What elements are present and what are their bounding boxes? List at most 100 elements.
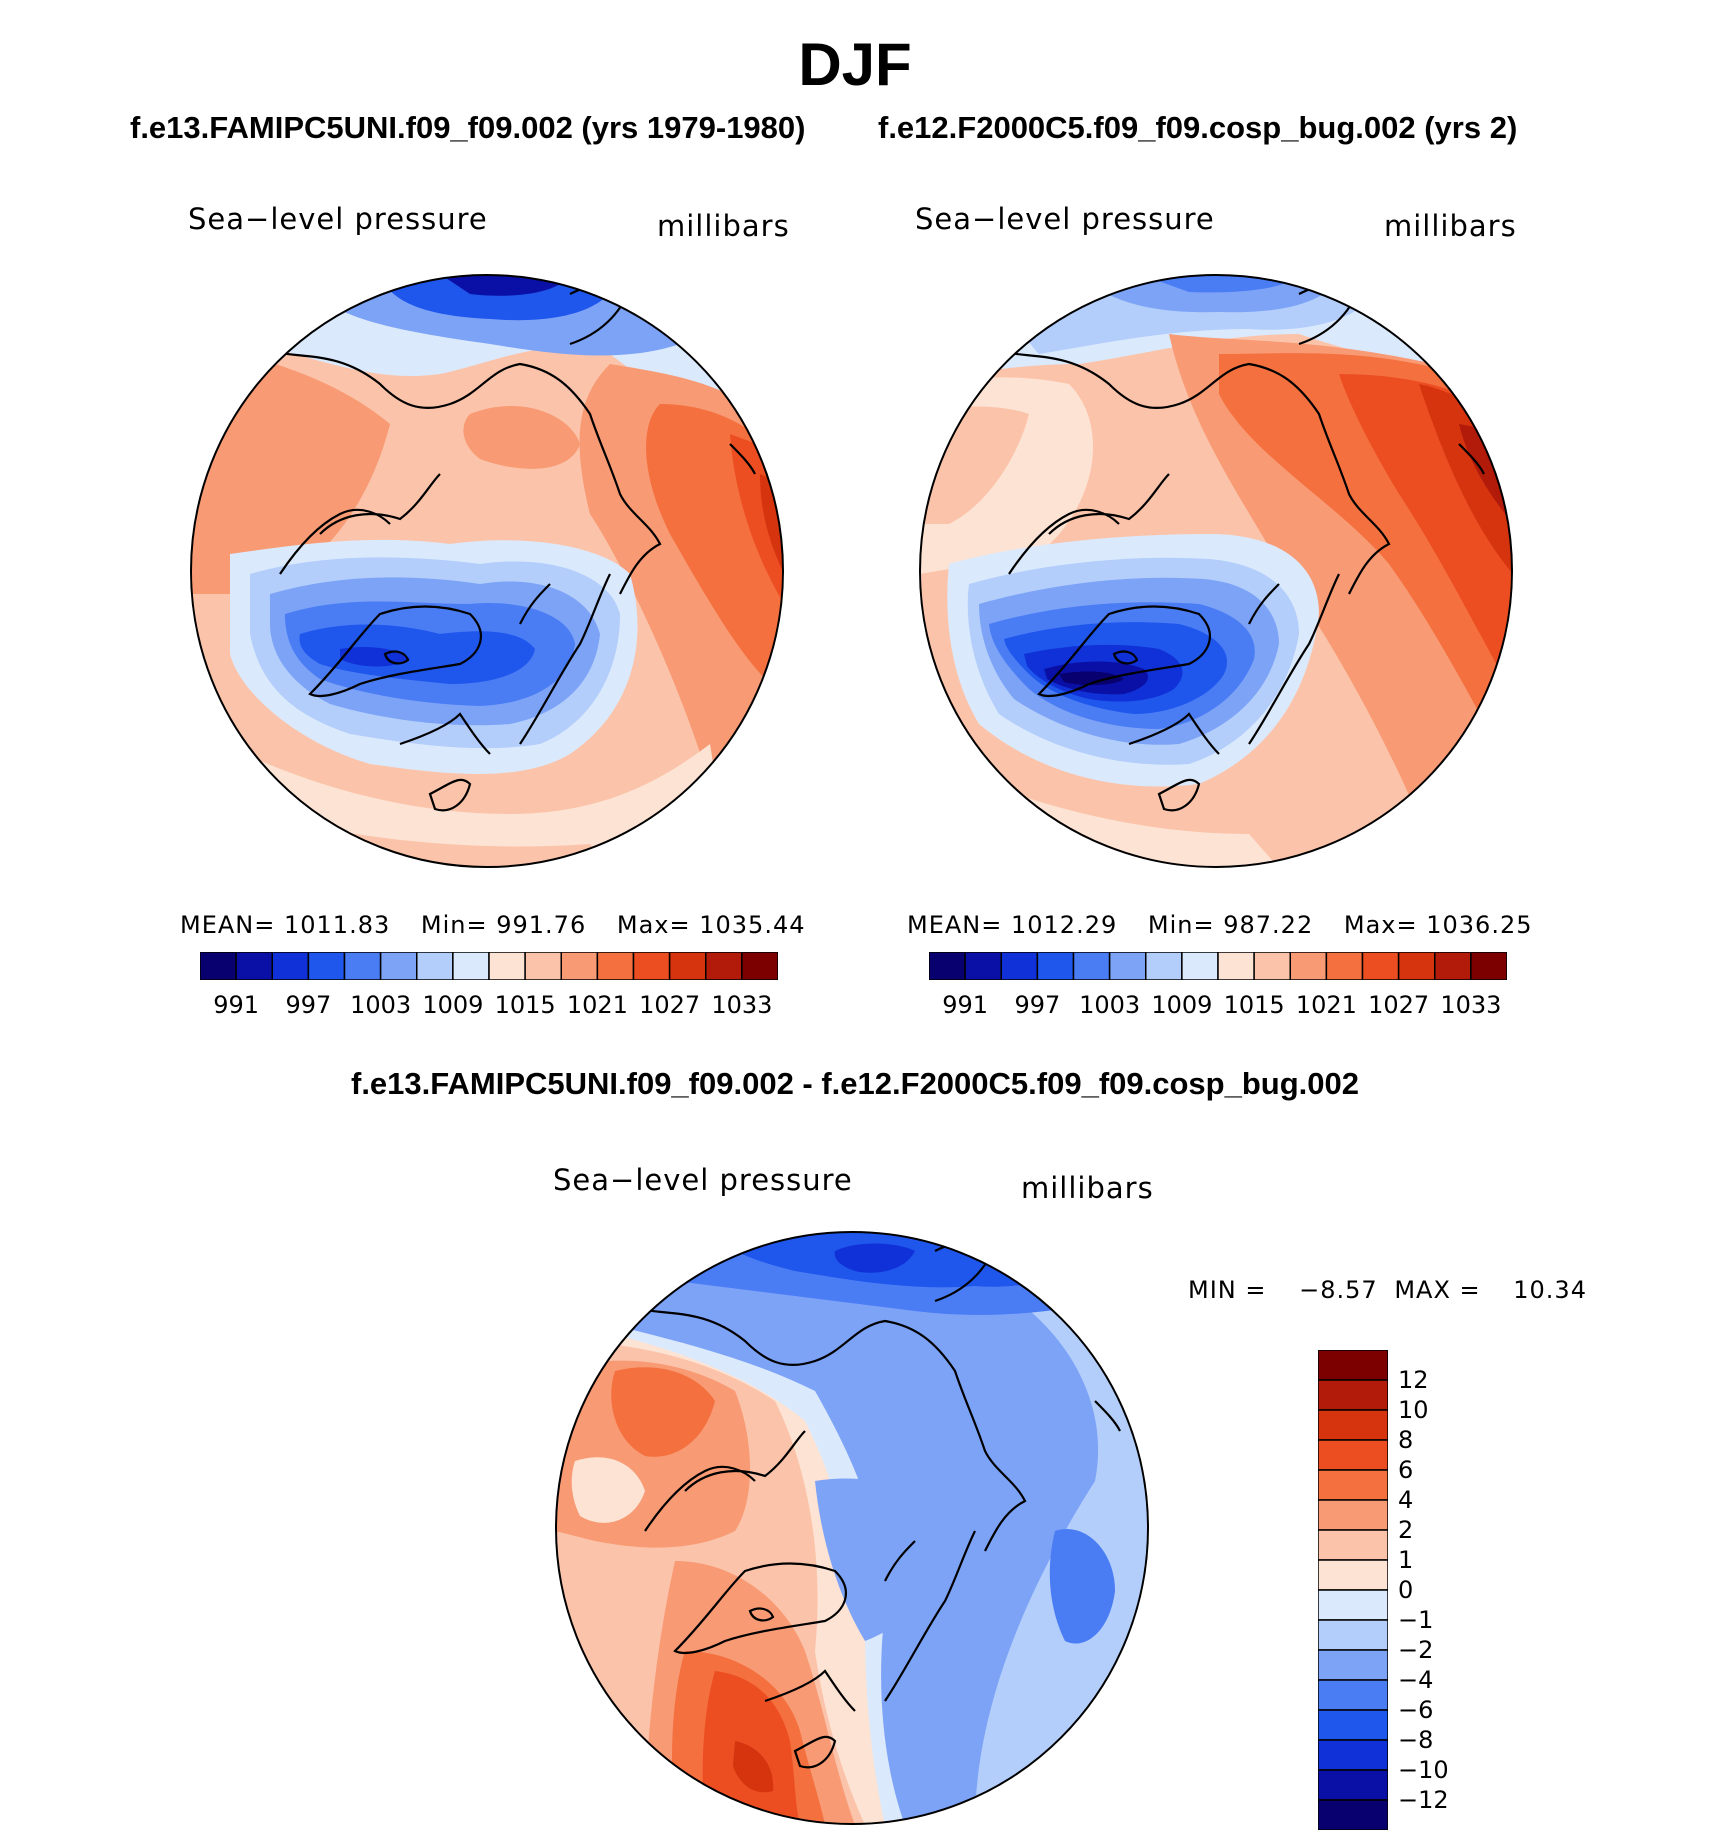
colorbar-ticks-left: 991 997 1003 1009 1015 1021 1027 1033 xyxy=(200,991,778,1021)
map-border xyxy=(555,1231,1149,1825)
coastline xyxy=(884,1530,976,1702)
colorbar-tick-label: −10 xyxy=(1398,1756,1449,1784)
coastline xyxy=(673,1562,847,1655)
colorbar-tick-label: 0 xyxy=(1398,1576,1414,1604)
colorbar-swatch xyxy=(1318,1409,1388,1441)
colorbar-swatch xyxy=(1318,1439,1388,1471)
map-fill xyxy=(1059,671,1124,686)
map-border xyxy=(919,274,1513,868)
colorbar-swatch xyxy=(1181,952,1219,980)
colorbar-tick-label: 6 xyxy=(1398,1456,1414,1484)
colorbar-ticks-right: 991 997 1003 1009 1015 1021 1027 1033 xyxy=(929,991,1507,1021)
coastline xyxy=(399,712,491,755)
coastline xyxy=(428,778,472,812)
colorbar-tick-label: 1009 xyxy=(1151,991,1213,1019)
coastline xyxy=(748,1607,775,1622)
colorbar-swatch xyxy=(1217,952,1255,980)
colorbar-swatch xyxy=(1318,1769,1388,1801)
coastline xyxy=(729,443,756,475)
colorbar-tick-label: −4 xyxy=(1398,1666,1434,1694)
colorbar-tick-label: 10 xyxy=(1398,1396,1429,1424)
colorbar-swatch xyxy=(1318,1379,1388,1411)
slp-diff-map xyxy=(555,1231,1149,1825)
colorbar-tick-label: 1021 xyxy=(566,991,628,1019)
coastline xyxy=(1094,1400,1121,1432)
coastline xyxy=(519,573,611,745)
colorbar-tick-label: 1 xyxy=(1398,1546,1414,1574)
coastline xyxy=(884,1540,916,1582)
colorbar-swatch xyxy=(1318,1619,1388,1651)
colorbar-tick-label: 1021 xyxy=(1295,991,1357,1019)
mean-value: 1011.83 xyxy=(284,911,391,939)
colorbar-swatch xyxy=(524,952,562,980)
map-fill xyxy=(834,1243,915,1273)
colorbar-swatch xyxy=(1000,952,1039,980)
coastline xyxy=(978,343,1391,595)
colorbar-swatch xyxy=(1318,1499,1388,1531)
diff-stats: MIN = −8.57 MAX = 10.34 xyxy=(1188,1276,1587,1304)
colorbar-tick-label: 1015 xyxy=(1223,991,1285,1019)
colorbar-swatch xyxy=(741,952,778,980)
max-label: Max= xyxy=(1343,911,1418,939)
colorbar-swatch xyxy=(307,952,346,980)
colorbar-swatch xyxy=(200,952,237,980)
min-value: 991.76 xyxy=(496,911,587,939)
coastline xyxy=(684,1430,806,1492)
coastline xyxy=(1458,443,1485,475)
colorbar-swatch xyxy=(379,952,418,980)
min-label: Min= xyxy=(1147,911,1215,939)
map-fill xyxy=(1049,1529,1115,1644)
stats-line-right: MEAN= 1012.29 Min= 987.22 Max= 1036.25 xyxy=(907,911,1532,939)
colorbar-tick-label: 1009 xyxy=(422,991,484,1019)
diff-max-value: 10.34 xyxy=(1513,1276,1587,1304)
max-value: 1036.25 xyxy=(1426,911,1533,939)
colorbar-tick-label: 1015 xyxy=(494,991,556,1019)
colorbar-tick-label: 991 xyxy=(942,991,989,1019)
colorbar-swatch xyxy=(1072,952,1111,980)
colorbar-tick-label: 1033 xyxy=(1440,991,1502,1019)
slp-map-case2 xyxy=(919,274,1513,868)
colorbar-tick-label: 4 xyxy=(1398,1486,1414,1514)
colorbar-tick-label: 1003 xyxy=(1079,991,1141,1019)
coastline xyxy=(764,1669,856,1712)
colorbar-swatch xyxy=(1318,1679,1388,1711)
coastline xyxy=(793,1735,837,1769)
coastline xyxy=(1037,605,1211,698)
colorbar-swatch xyxy=(1145,952,1183,980)
colorbar-swatch xyxy=(1318,1559,1388,1591)
colorbar-swatch xyxy=(1318,1739,1388,1771)
season-title: DJF xyxy=(798,31,912,98)
map-fill xyxy=(556,1232,1148,1824)
coastlines xyxy=(614,1239,1121,1769)
colorbar-swatch xyxy=(343,952,382,980)
colorbar-swatch xyxy=(668,952,707,980)
coastline xyxy=(383,650,410,665)
colorbar-swatch xyxy=(1253,952,1291,980)
coastline xyxy=(319,473,441,535)
colorbar-diff xyxy=(1318,1350,1388,1830)
coastline xyxy=(1112,650,1139,665)
colorbar-tick-label: 997 xyxy=(285,991,332,1019)
map-fill xyxy=(380,275,620,321)
units-label: millibars xyxy=(1021,1171,1154,1205)
map-fill xyxy=(571,1457,645,1523)
min-label: Min= xyxy=(420,911,488,939)
mean-label: MEAN= xyxy=(907,911,1003,939)
diff-min-label: MIN = xyxy=(1188,1276,1267,1304)
colorbar-swatch xyxy=(964,952,1002,980)
colorbar-tick-label: 2 xyxy=(1398,1516,1414,1544)
colorbar-swatch xyxy=(235,952,273,980)
min-value: 987.22 xyxy=(1223,911,1314,939)
variable-label: Sea−level pressure xyxy=(915,202,1215,236)
stats-line-left: MEAN= 1011.83 Min= 991.76 Max= 1035.44 xyxy=(180,911,805,939)
coastline xyxy=(1128,712,1220,755)
colorbar-tick-label: −6 xyxy=(1398,1696,1434,1724)
slp-map-case1 xyxy=(190,274,784,868)
colorbar-tick-label: 997 xyxy=(1014,991,1061,1019)
max-label: Max= xyxy=(616,911,691,939)
coastline xyxy=(308,605,482,698)
colorbar-swatch xyxy=(1434,952,1472,980)
coastlines xyxy=(978,282,1485,812)
colorbar-tick-label: −12 xyxy=(1398,1786,1449,1814)
map-fill xyxy=(611,1367,715,1457)
